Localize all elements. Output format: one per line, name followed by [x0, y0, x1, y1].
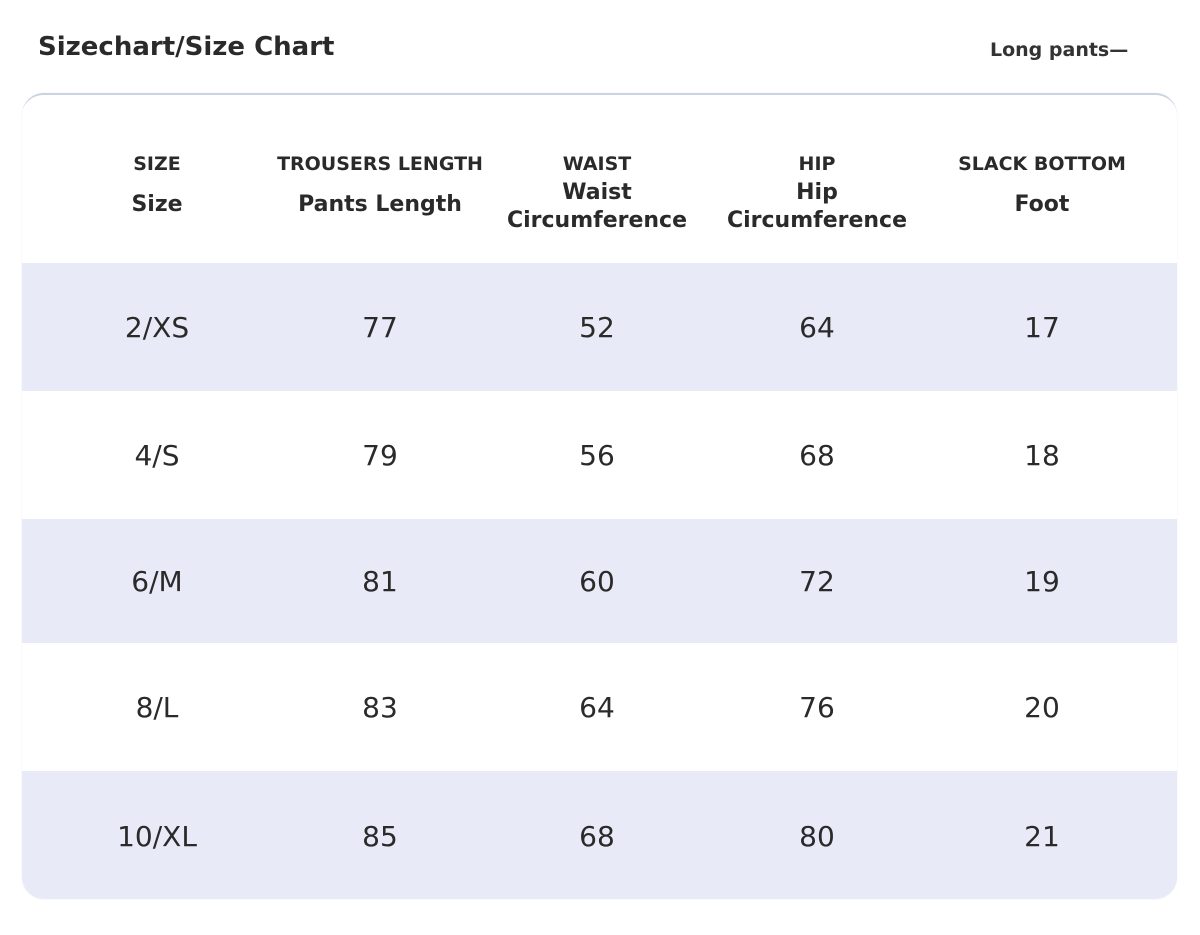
header-waist: WAIST Waist Circumference: [502, 95, 692, 263]
page-title: Sizechart/Size Chart: [38, 32, 335, 62]
header-hip-cn: Hip Circumference: [726, 180, 908, 233]
cell-waist: 64: [579, 690, 615, 724]
header-trousers-length-en: TROUSERS LENGTH: [277, 153, 483, 175]
header-slack-bottom-en: SLACK BOTTOM: [958, 153, 1126, 175]
cell-size: 10/XL: [117, 819, 197, 853]
cell-trousers-length: 83: [362, 690, 398, 724]
cell-waist: 60: [579, 564, 615, 598]
header-size-cn: Size: [131, 192, 183, 217]
table-row: 10/XL 85 68 80 21: [22, 771, 1177, 899]
cell-hip: 68: [799, 438, 835, 472]
cell-slack-bottom: 19: [1024, 564, 1060, 598]
header-trousers-length-cn: Pants Length: [298, 192, 462, 217]
cell-trousers-length: 77: [362, 310, 398, 344]
table-header-row: SIZE Size TROUSERS LENGTH Pants Length W…: [22, 95, 1177, 263]
table-row: 6/M 81 60 72 19: [22, 519, 1177, 643]
cell-size: 4/S: [134, 438, 180, 472]
cell-size: 2/XS: [124, 310, 190, 344]
cell-hip: 72: [799, 564, 835, 598]
header-slack-bottom-cn: Foot: [1014, 192, 1070, 217]
cell-trousers-length: 85: [362, 819, 398, 853]
table-row: 4/S 79 56 68 18: [22, 391, 1177, 519]
cell-slack-bottom: 17: [1024, 310, 1060, 344]
header-size-en: SIZE: [133, 153, 181, 175]
header-slack-bottom: SLACK BOTTOM Foot: [947, 95, 1137, 263]
header-size: SIZE Size: [82, 95, 232, 263]
cell-hip: 64: [799, 310, 835, 344]
cell-trousers-length: 79: [362, 438, 398, 472]
cell-hip: 80: [799, 819, 835, 853]
header-waist-en: WAIST: [562, 153, 632, 175]
header-hip-en: HIP: [798, 153, 836, 175]
cell-size: 6/M: [131, 564, 183, 598]
cell-slack-bottom: 21: [1024, 819, 1060, 853]
cell-hip: 76: [799, 690, 835, 724]
cell-waist: 56: [579, 438, 615, 472]
cell-waist: 52: [579, 310, 615, 344]
cell-slack-bottom: 20: [1024, 690, 1060, 724]
cell-trousers-length: 81: [362, 564, 398, 598]
table-row: 2/XS 77 52 64 17: [22, 263, 1177, 391]
header-waist-cn: Waist Circumference: [506, 180, 688, 233]
size-chart-table: SIZE Size TROUSERS LENGTH Pants Length W…: [22, 93, 1177, 899]
cell-size: 8/L: [135, 690, 179, 724]
table-row: 8/L 83 64 76 20: [22, 643, 1177, 771]
header-trousers-length: TROUSERS LENGTH Pants Length: [270, 95, 490, 263]
cell-slack-bottom: 18: [1024, 438, 1060, 472]
header-hip: HIP Hip Circumference: [722, 95, 912, 263]
cell-waist: 68: [579, 819, 615, 853]
page-subtitle: Long pants—: [990, 39, 1129, 61]
